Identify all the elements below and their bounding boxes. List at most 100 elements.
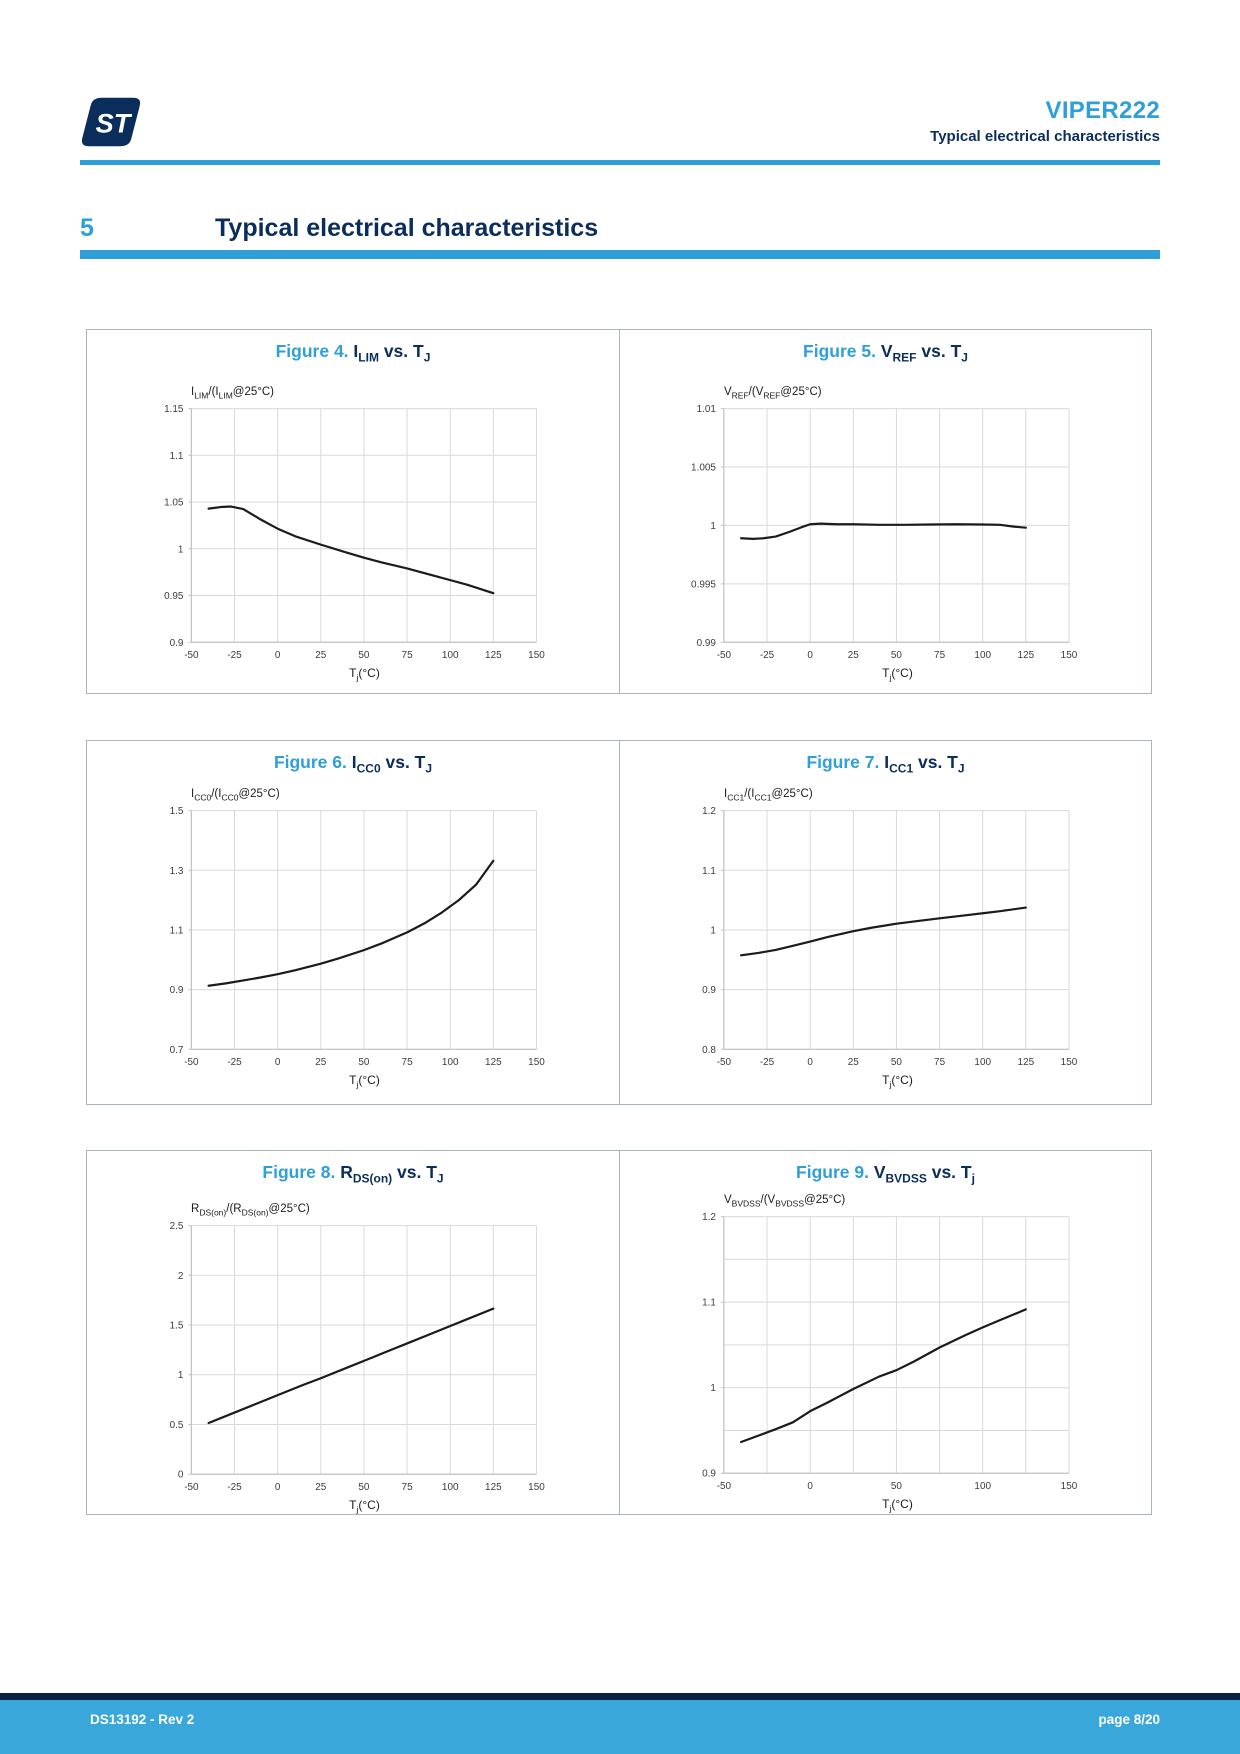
x-tick-label: 0 [807,1481,813,1492]
y-tick-label: 1.15 [164,404,184,415]
figure-number: Figure 8. [262,1162,341,1182]
st-logo: ST [81,97,141,147]
header-rule [80,160,1160,165]
label-text: I [353,341,359,361]
label-text: @25°C) [232,386,274,398]
subscript-text: j [971,1171,975,1186]
x-tick-label: -50 [717,650,732,661]
x-tick-label: 50 [358,1057,370,1068]
figure-number: Figure 4. [275,341,354,361]
data-curve [207,1307,495,1425]
y-tick-label: 0.995 [691,579,716,590]
label-text: (°C) [891,666,913,680]
x-tick-label: -25 [227,1482,242,1493]
label-text: (°C) [358,1073,380,1087]
chart-figure-5: 1.01 1.005 1 0.995 0.99-50 -25 0 25 50 75 100 125 15… [691,404,1078,661]
x-tick-label: -50 [184,1057,199,1068]
label-text: vs. T [378,341,424,361]
chart-figure-7: 1.2 1.1 1 0.9 0.8-50 -25 0 25 50 75 100 125 150 [702,806,1078,1068]
section-rule [80,250,1160,259]
x-axis-title: Tj(°C) [191,1073,538,1089]
subscript-text: BVDSS [775,1198,805,1209]
label-text: @25°C) [268,1203,310,1215]
x-tick-label: 0 [275,1482,281,1493]
x-tick-label: 100 [974,1481,991,1492]
label-text: I [191,386,195,398]
figure-row-1: Figure 4. ILIM vs. TJ ILIM/(ILIM@25°C) 1.1… [86,329,1152,694]
x-tick-label: 75 [934,1057,946,1068]
x-tick-label: 100 [974,650,991,661]
label-text: @25°C) [238,788,280,800]
subscript-text: REF [892,350,917,365]
y-tick-label: 0.7 [170,1045,184,1056]
y-tick-label: 0.95 [164,591,184,602]
label-text: /(R [226,1203,242,1215]
x-tick-label: 50 [891,1481,903,1492]
figure-number: Figure 6. [273,752,352,772]
subscript-text: CC0 [194,792,212,803]
y-tick-label: 0.9 [170,985,184,996]
x-tick-label: 0 [275,650,281,661]
x-tick-label: -25 [760,650,775,661]
label-text: V [724,1194,732,1206]
y-tick-label: 0.9 [702,985,716,996]
y-axis-title: VBVDSS/(VBVDSS@25°C) [724,1194,845,1208]
subscript-text: J [425,761,433,776]
label-text: I [351,752,357,772]
data-curve [207,505,495,595]
x-axis-title: Tj(°C) [191,666,538,682]
figure-caption: Figure 7. ICC1 vs. TJ [620,752,1151,776]
label-text: /(I [744,788,755,800]
x-tick-label: 125 [485,650,502,661]
x-axis-title: Tj(°C) [724,1497,1071,1513]
x-tick-label: -50 [184,1482,199,1493]
subscript-text: j [356,1079,359,1090]
x-axis-title: Tj(°C) [724,666,1071,682]
subscript-text: CC0 [221,792,239,803]
subscript-text: j [356,1504,359,1515]
section-number: 5 [80,214,94,242]
x-tick-label: 150 [528,1482,545,1493]
x-tick-label: 125 [1018,1057,1035,1068]
figure-number: Figure 7. [806,752,885,772]
label-text: vs. T [913,752,958,772]
y-tick-label: 1.5 [170,1321,184,1332]
x-tick-label: 25 [315,1057,327,1068]
subscript-text: j [889,1079,892,1090]
subscript-text: CC1 [727,792,745,803]
y-tick-label: 1 [710,1383,716,1394]
x-tick-label: 125 [1018,650,1035,661]
label-text: /(I [211,788,222,800]
subscript-text: j [889,1503,892,1514]
x-tick-label: 25 [848,650,860,661]
subscript-text: CC0 [356,761,381,776]
label-text: T [882,1497,890,1511]
label-text: V [873,1162,886,1182]
y-tick-label: 1.1 [170,925,184,936]
label-text: (°C) [891,1497,913,1511]
y-tick-label: 1 [178,544,184,555]
x-tick-label: 125 [485,1057,502,1068]
x-tick-label: 0 [807,1057,813,1068]
y-tick-label: 1.005 [691,462,716,473]
figure-panel-7: Figure 7. ICC1 vs. TJ ICC1/(ICC1@25°C) 1.2… [619,741,1151,1104]
label-text: /(I [208,386,219,398]
x-tick-label: 150 [1061,1481,1078,1492]
chart-figure-9: 1.2 1.1 1 0.9-50 0 50 100 150 [702,1212,1078,1492]
subscript-text: REF [763,390,781,401]
figure-caption: Figure 8. RDS(on) vs. TJ [87,1162,619,1186]
label-text: V [880,341,893,361]
x-tick-label: 25 [315,1482,327,1493]
x-tick-label: -25 [227,650,242,661]
figure-caption: Figure 6. ICC0 vs. TJ [87,752,619,776]
y-tick-label: 0.5 [170,1420,184,1431]
y-tick-label: 2 [178,1271,184,1282]
x-tick-label: 25 [315,650,327,661]
svg-text:ST: ST [96,108,133,139]
label-text: I [884,752,890,772]
label-text: R [340,1162,353,1182]
y-axis-title: ILIM/(ILIM@25°C) [191,386,274,400]
figure-panel-9: Figure 9. VBVDSS vs. Tj VBVDSS/(VBVDSS@25… [619,1151,1151,1514]
section-title: Typical electrical characteristics [215,214,599,242]
y-tick-label: 0 [178,1470,184,1481]
